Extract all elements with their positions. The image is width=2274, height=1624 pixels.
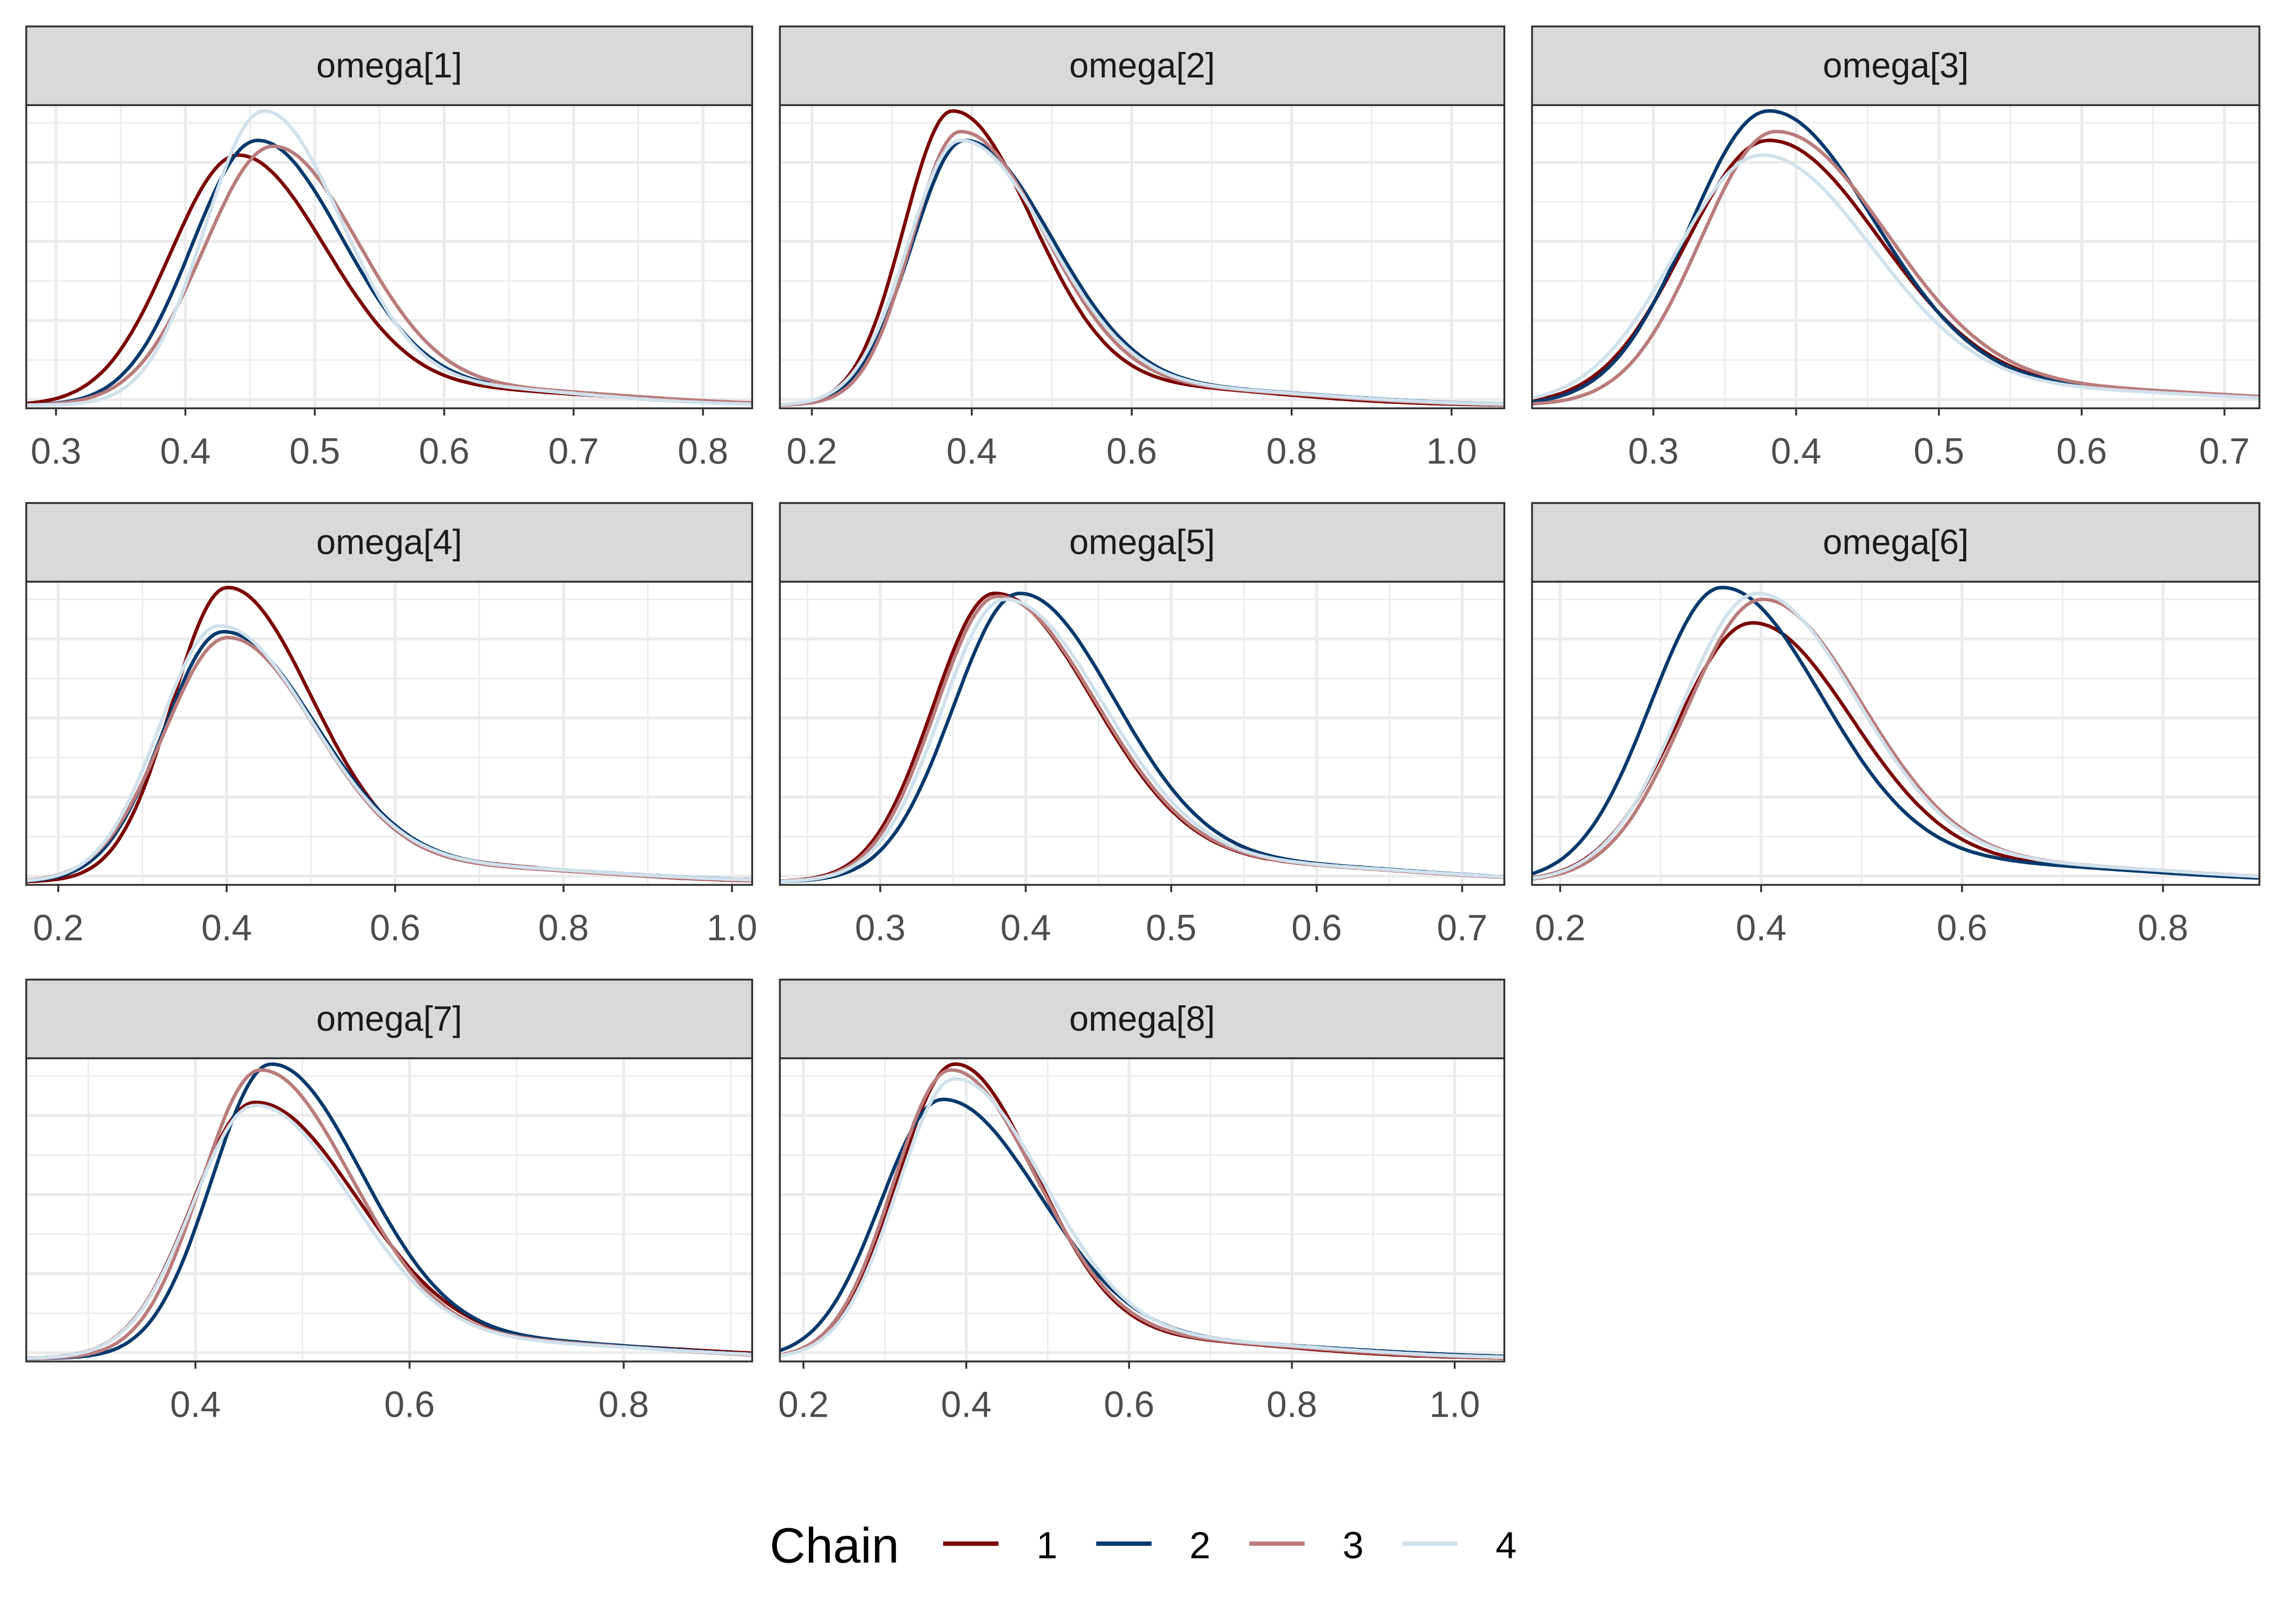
facet-strip bbox=[779, 25, 1506, 106]
x-tick-label: 0.4 bbox=[1771, 431, 1822, 472]
density-line-chain-3 bbox=[1532, 129, 2260, 406]
density-line-chain-4 bbox=[26, 624, 753, 882]
x-tick-label: 1.0 bbox=[1426, 431, 1477, 472]
facet-strip bbox=[25, 502, 753, 583]
x-tick-label: 0.6 bbox=[1106, 431, 1157, 472]
panel-border bbox=[25, 104, 753, 409]
x-tick-label: 0.3 bbox=[855, 908, 906, 948]
density-line-chain-4 bbox=[26, 109, 753, 407]
x-tick-label: 0.5 bbox=[290, 431, 341, 472]
x-tick-label: 0.4 bbox=[160, 431, 211, 472]
legend: Chain 1 2 3 4 bbox=[770, 1518, 1517, 1574]
plot-area bbox=[26, 581, 753, 885]
x-tick-label: 0.4 bbox=[1001, 908, 1051, 948]
x-tick-label: 0.2 bbox=[778, 1384, 829, 1425]
panel-border bbox=[25, 1057, 753, 1363]
panel-border bbox=[25, 580, 753, 886]
x-tick-label: 1.0 bbox=[707, 908, 757, 948]
facet-panel: omega[1] 0.3 0.4 0.5 0.6 0.7 0.8 bbox=[25, 25, 753, 472]
density-line-chain-4 bbox=[780, 139, 1505, 407]
x-tick-label: 0.6 bbox=[1291, 908, 1342, 948]
facet-strip bbox=[25, 25, 753, 106]
density-line-chain-2 bbox=[1531, 586, 2260, 880]
density-line-chain-4 bbox=[26, 1103, 753, 1360]
facet-panel: omega[7] 0.4 0.6 0.8 bbox=[25, 978, 753, 1425]
density-line-chain-4 bbox=[780, 597, 1505, 883]
facet-title: omega[3] bbox=[1823, 46, 1969, 85]
x-tick-label: 0.7 bbox=[548, 431, 599, 472]
legend-label: 4 bbox=[1495, 1524, 1517, 1566]
x-tick-label: 0.6 bbox=[419, 431, 470, 472]
x-tick-label: 0.8 bbox=[2138, 908, 2188, 948]
x-tick-label: 0.4 bbox=[941, 1384, 992, 1425]
facet-title: omega[7] bbox=[316, 999, 462, 1038]
legend-label: 1 bbox=[1036, 1524, 1057, 1566]
facet-strip bbox=[1531, 25, 2260, 106]
plot-area bbox=[780, 581, 1505, 885]
x-tick-label: 0.8 bbox=[1266, 1384, 1317, 1425]
x-tick-label: 0.2 bbox=[787, 431, 838, 472]
facet-panel: omega[4] 0.2 0.4 0.6 0.8 1.0 bbox=[25, 502, 757, 948]
density-line-chain-4 bbox=[779, 1077, 1505, 1359]
facet-title: omega[2] bbox=[1069, 46, 1215, 85]
facet-panel: omega[5] 0.3 0.4 0.5 0.6 0.7 bbox=[779, 502, 1506, 948]
facet-panel: omega[8] 0.2 0.4 0.6 0.8 1.0 bbox=[778, 978, 1506, 1425]
facet-panel: omega[2] 0.2 0.4 0.6 0.8 1.0 bbox=[779, 25, 1506, 472]
x-tick-label: 0.2 bbox=[1535, 908, 1586, 948]
x-tick-label: 0.6 bbox=[370, 908, 421, 948]
panel-border bbox=[1531, 580, 2260, 886]
facet-strip bbox=[779, 978, 1506, 1059]
x-tick-label: 0.5 bbox=[1146, 908, 1197, 948]
x-tick-label: 0.3 bbox=[31, 431, 82, 472]
x-tick-label: 0.5 bbox=[1913, 431, 1964, 472]
panel-border bbox=[779, 1057, 1506, 1363]
plot-area bbox=[26, 105, 753, 409]
x-tick-label: 0.4 bbox=[201, 908, 252, 948]
x-tick-label: 0.6 bbox=[1937, 908, 1988, 948]
plot-area bbox=[1532, 581, 2260, 885]
x-tick-label: 0.6 bbox=[1104, 1384, 1155, 1425]
x-tick-label: 1.0 bbox=[1429, 1384, 1480, 1425]
density-line-chain-4 bbox=[1532, 591, 2260, 880]
density-line-chain-3 bbox=[26, 144, 753, 407]
facet-title: omega[5] bbox=[1069, 522, 1215, 561]
x-tick-label: 0.8 bbox=[678, 431, 729, 472]
panel-border bbox=[779, 580, 1506, 886]
legend-label: 3 bbox=[1343, 1524, 1364, 1566]
facet-title: omega[6] bbox=[1823, 522, 1969, 561]
x-tick-label: 0.8 bbox=[598, 1384, 649, 1425]
density-line-chain-4 bbox=[1531, 153, 2260, 400]
legend-title: Chain bbox=[770, 1518, 899, 1574]
facet-panel: omega[6] 0.2 0.4 0.6 0.8 bbox=[1531, 502, 2260, 948]
x-tick-label: 0.4 bbox=[946, 431, 997, 472]
x-tick-label: 0.8 bbox=[538, 908, 589, 948]
facet-title: omega[8] bbox=[1069, 999, 1215, 1038]
x-tick-label: 0.6 bbox=[384, 1384, 435, 1425]
x-tick-label: 0.4 bbox=[1736, 908, 1787, 948]
facet-strip bbox=[1531, 502, 2260, 583]
x-tick-label: 0.4 bbox=[170, 1384, 221, 1425]
x-tick-label: 0.3 bbox=[1628, 431, 1679, 472]
facet-strip bbox=[25, 978, 753, 1059]
x-tick-label: 0.6 bbox=[2056, 431, 2107, 472]
panel-border bbox=[1531, 104, 2260, 409]
x-tick-label: 0.7 bbox=[2199, 431, 2250, 472]
x-tick-label: 0.2 bbox=[33, 908, 84, 948]
facet-strip bbox=[779, 502, 1506, 583]
facet-panel: omega[3] 0.3 0.4 0.5 0.6 0.7 bbox=[1531, 25, 2260, 472]
x-tick-label: 0.8 bbox=[1266, 431, 1317, 472]
legend-label: 2 bbox=[1190, 1524, 1211, 1566]
panel-border bbox=[779, 104, 1506, 409]
facet-title: omega[4] bbox=[316, 522, 462, 561]
x-tick-label: 0.7 bbox=[1437, 908, 1488, 948]
facet-title: omega[1] bbox=[316, 46, 462, 85]
